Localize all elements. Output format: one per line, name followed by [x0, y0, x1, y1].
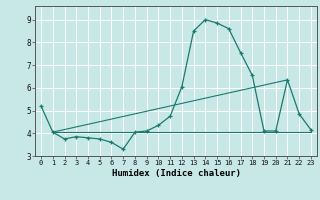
X-axis label: Humidex (Indice chaleur): Humidex (Indice chaleur): [111, 169, 241, 178]
